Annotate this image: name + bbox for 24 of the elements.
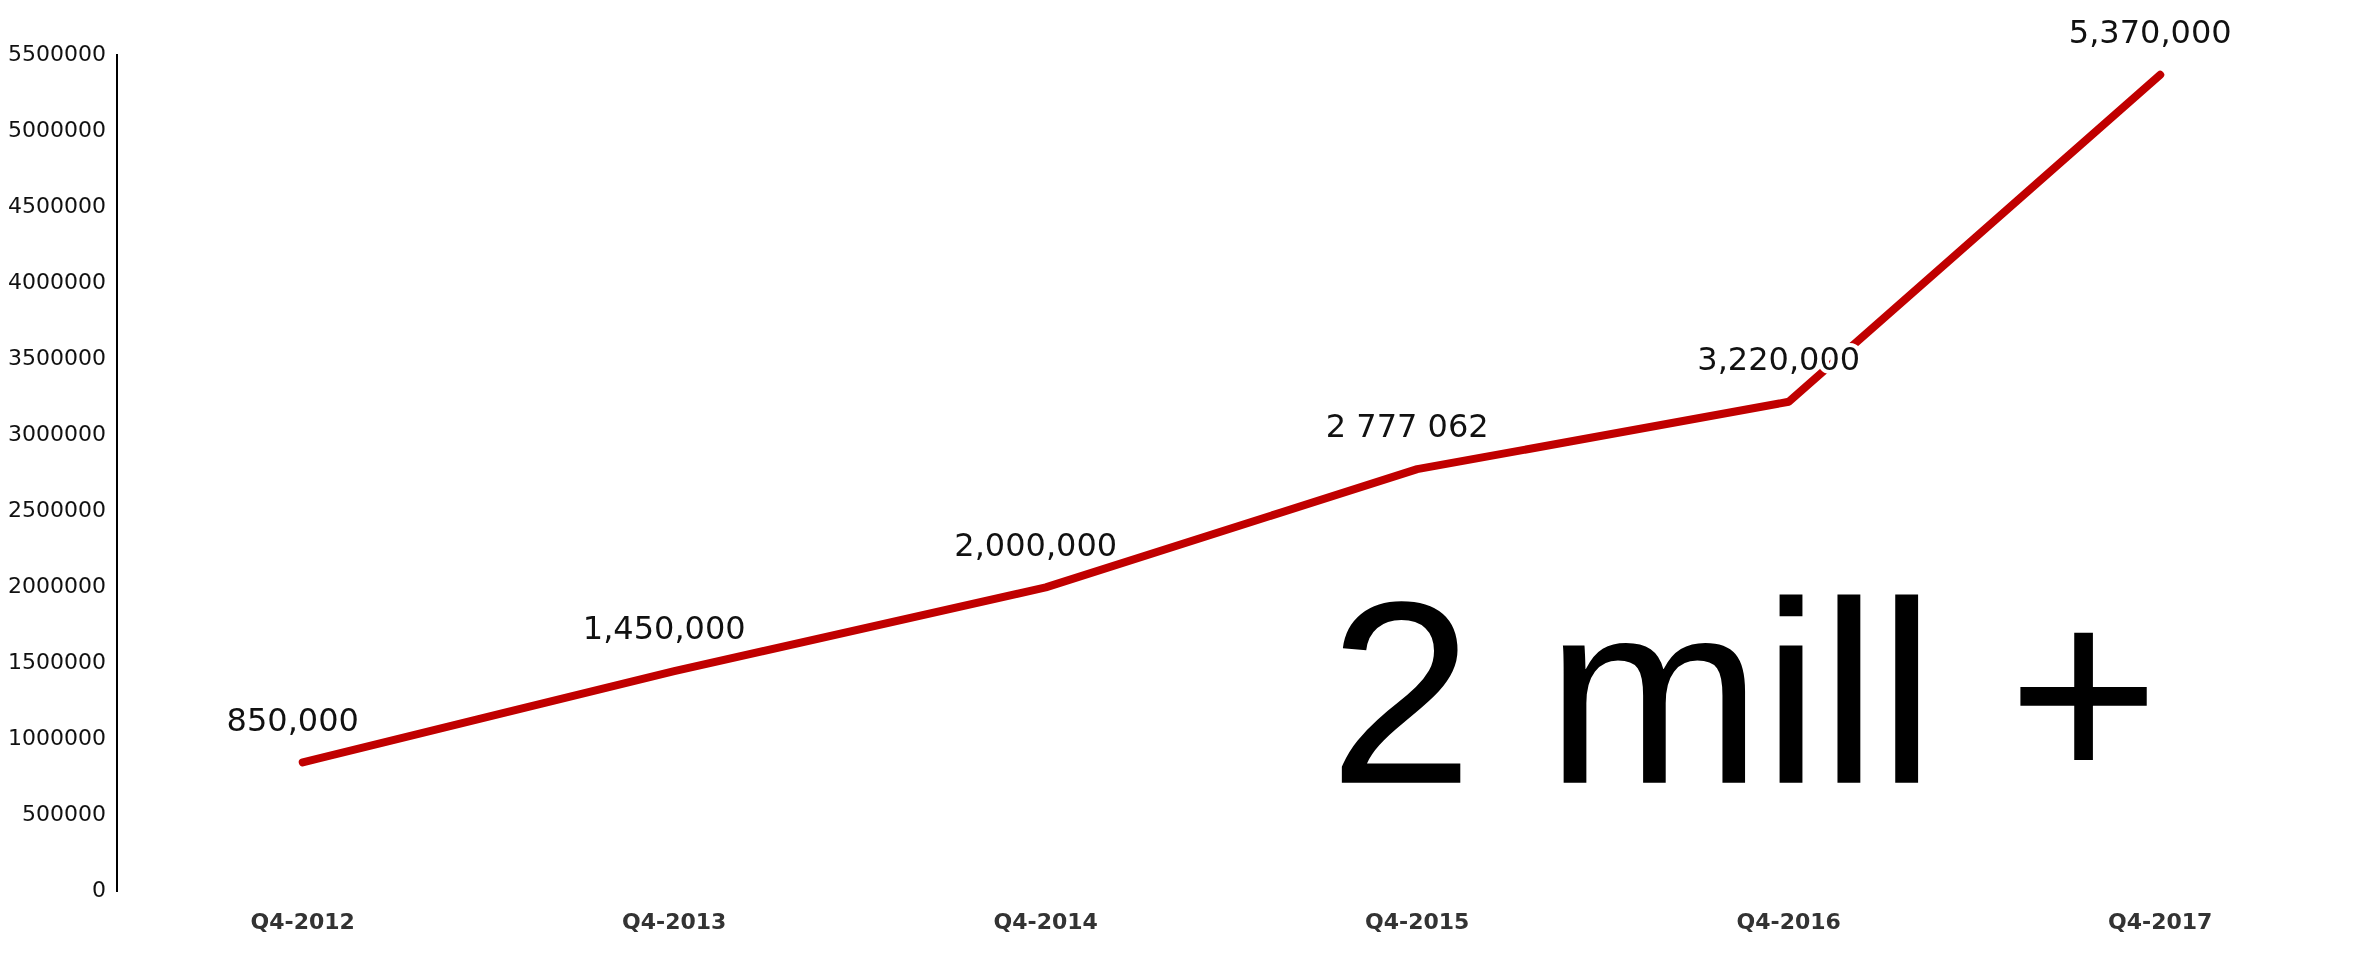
data-label: 5,370,000 — [2068, 13, 2232, 52]
y-tick-label: 4500000 — [8, 192, 106, 218]
y-tick-label: 2000000 — [8, 573, 106, 599]
y-tick-label: 1500000 — [8, 649, 106, 675]
data-label: 2 777 062 — [1325, 407, 1489, 446]
y-tick-label: 1000000 — [8, 725, 106, 751]
x-tick-label: Q4-2012 — [250, 908, 355, 934]
y-tick-label: 3000000 — [8, 420, 106, 446]
annotation: 2 mill + — [1328, 547, 2160, 838]
y-tick-label: 500000 — [22, 801, 106, 827]
data-label: 2,000,000 — [954, 525, 1118, 564]
x-tick-label: Q4-2016 — [1736, 908, 1841, 934]
y-tick-label: 5500000 — [8, 40, 106, 66]
y-tick-label: 5000000 — [8, 116, 106, 142]
y-tick-label: 2500000 — [8, 497, 106, 523]
data-label: 850,000 — [226, 700, 359, 739]
x-tick-label: Q4-2013 — [622, 908, 727, 934]
x-tick-label: Q4-2017 — [2108, 908, 2213, 934]
data-label: 1,450,000 — [582, 609, 746, 648]
y-tick-label: 3500000 — [8, 344, 106, 370]
y-tick-label: 4000000 — [8, 268, 106, 294]
x-tick-label: Q4-2014 — [993, 908, 1098, 934]
y-tick-label: 0 — [91, 877, 106, 903]
x-tick-label: Q4-2015 — [1365, 908, 1470, 934]
